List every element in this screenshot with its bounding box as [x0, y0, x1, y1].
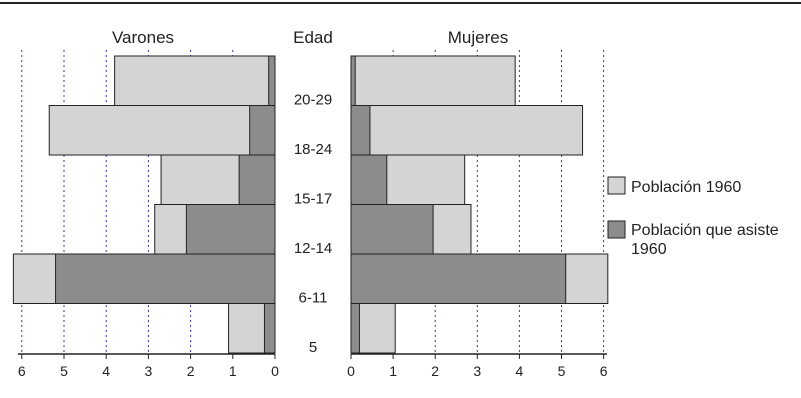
age-label: 6-11	[299, 290, 328, 307]
legend-label-attending-line-1: Población que asiste	[631, 222, 779, 239]
left-tick-label: 1	[229, 363, 237, 379]
left-tick-label: 0	[271, 363, 279, 379]
age-label: 12-14	[294, 240, 332, 257]
axes	[18, 353, 607, 359]
legend: Población 1960 Población que asiste 1960	[607, 176, 783, 258]
right-panel-title: Mujeres	[448, 28, 508, 47]
right-bar-attending	[350, 303, 360, 354]
left-bar-attending	[268, 55, 276, 106]
right-bar-total	[350, 55, 516, 106]
right-bar-attending	[350, 253, 567, 304]
right-tick-label: 0	[347, 363, 355, 379]
left-bar-total	[48, 105, 276, 156]
left-bar-attending	[185, 204, 276, 255]
right-bar-attending	[350, 105, 371, 156]
legend-label-attending-line-2: 1960	[631, 241, 667, 258]
left-tick-label: 3	[145, 363, 153, 379]
age-label: 15-17	[294, 191, 332, 208]
age-axis-title: Edad	[293, 28, 333, 47]
age-label: 20-29	[294, 92, 332, 109]
left-bar-attending	[263, 303, 276, 354]
left-tick-label: 6	[18, 363, 26, 379]
age-labels: 20-29 18-24 15-17 12-14 6-11 5	[294, 92, 332, 357]
right-bar-attending	[350, 154, 388, 205]
right-tick-label: 4	[516, 363, 524, 379]
left-bar-attending	[238, 154, 276, 205]
tick-labels: 6 5 4 3 2 1 0 0 1 2 3 4 5 6	[18, 363, 608, 379]
age-label: 18-24	[294, 141, 332, 158]
right-tick-label: 1	[389, 363, 397, 379]
right-bar-attending	[350, 55, 356, 106]
age-label: 5	[309, 339, 317, 356]
right-tick-label: 6	[600, 363, 608, 379]
right-tick-label: 5	[558, 363, 566, 379]
left-bar-attending	[55, 253, 276, 304]
legend-swatch-total	[607, 176, 626, 195]
legend-label-total: Población 1960	[631, 179, 741, 196]
left-panel-title: Varones	[112, 28, 174, 47]
right-tick-label: 3	[473, 363, 481, 379]
legend-label-attending: Población que asiste 1960	[631, 222, 783, 258]
right-bar-attending	[350, 204, 434, 255]
legend-swatch-attending	[607, 220, 626, 239]
right-tick-label: 2	[431, 363, 439, 379]
right-bar-total	[350, 105, 584, 156]
left-tick-label: 4	[102, 363, 110, 379]
left-bar-total	[114, 55, 276, 106]
bars	[12, 55, 609, 354]
left-tick-label: 5	[60, 363, 68, 379]
left-tick-label: 2	[187, 363, 195, 379]
left-bar-attending	[249, 105, 276, 156]
